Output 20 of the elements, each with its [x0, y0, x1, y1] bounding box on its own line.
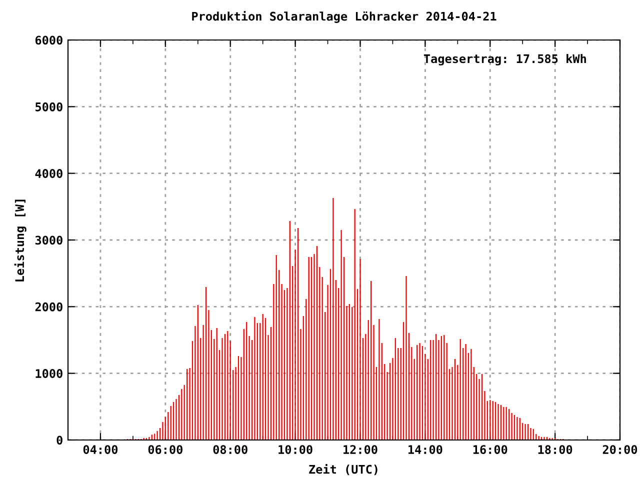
annotation: Tagesertrag: 17.585 kWh	[424, 54, 586, 66]
x-tick-label: 08:00	[213, 445, 248, 454]
y-tick-label: 5000	[36, 102, 62, 112]
x-tick-label: 04:00	[83, 445, 118, 454]
x-tick-label: 06:00	[148, 445, 182, 454]
y-tick-label: 6000	[35, 36, 62, 45]
y-tick-label: 3000	[35, 236, 62, 245]
x-tick-label: 20:00	[602, 445, 638, 454]
x-tick-label: 16:00	[473, 445, 508, 454]
y-tick-label: 4000	[35, 169, 62, 178]
x-tick-label: 18:00	[538, 445, 572, 454]
y-tick-label: 0	[56, 436, 62, 445]
x-axis-title: Zeit (UTC)	[309, 464, 378, 476]
y-tick-label: 1000	[36, 369, 62, 378]
x-tick-label: 10:00	[278, 445, 312, 454]
x-tick-label: 14:00	[408, 445, 442, 454]
y-axis-title: Leistung [W]	[14, 200, 26, 282]
chart-title: Produktion Solaranlage Löhracker 2014-04-21	[192, 10, 496, 23]
x-tick-label: 12:00	[344, 445, 378, 454]
y-tick-label: 2000	[35, 302, 62, 312]
